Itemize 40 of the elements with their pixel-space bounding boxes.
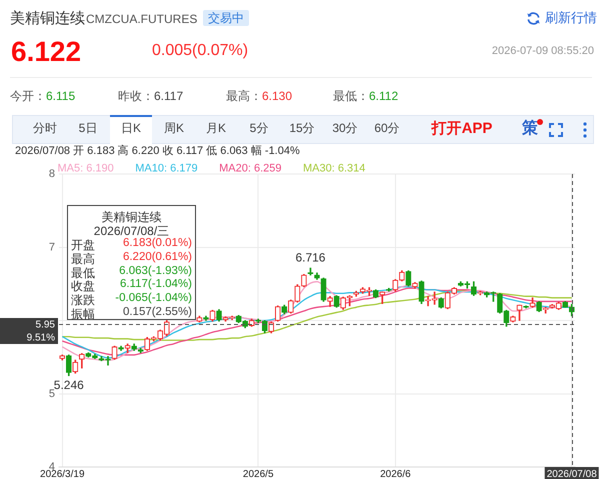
x-tick-label: 2026/6 xyxy=(380,468,412,479)
annotation: 6.716 xyxy=(295,250,326,264)
text: 月K xyxy=(206,121,226,136)
text: 今开：6.115 xyxy=(10,89,76,103)
text: 日K xyxy=(120,121,142,136)
text: 最低：6.112 xyxy=(333,89,398,103)
annotation: 美精铜连续 xyxy=(100,209,162,226)
text: 60分 xyxy=(374,121,400,136)
text: 2026/07/08 开 6.183 高 6.220 收 6.117 低 6.063 幅 -1.04% xyxy=(15,145,300,158)
text: 6.122 xyxy=(11,35,82,69)
x-tick-label: 2026/5 xyxy=(242,468,274,479)
x-tick-label: 2026/3/19 xyxy=(40,468,85,479)
text: MA5: 6.190 xyxy=(58,162,114,175)
y-tick-label: 8 xyxy=(48,168,55,180)
text: 5日 xyxy=(78,121,98,136)
text: 昨收：6.117 xyxy=(118,89,184,103)
text: 30分 xyxy=(332,121,358,136)
text: 最高：6.130 xyxy=(226,89,292,103)
y-tick-label: 5 xyxy=(48,388,55,400)
text: 刷新行情 xyxy=(545,10,597,26)
text: 分时 xyxy=(33,121,57,136)
tooltip-panel: 美精铜连续 2026/07/08/三 开盘 6.183(0.01%) 最高 6.220(0.61%) 最低 6.063(-1.93%) 收盘 6.117(-1.04%) 涨跌 -0.065(-1.04%) 振幅 0.157(2.55%) xyxy=(67,205,196,320)
text: MA10: 6.179 xyxy=(135,162,198,175)
text: 0.005(0.07%) xyxy=(152,41,248,60)
chart-title: 美精铜连续 xyxy=(10,9,85,28)
text: 2026-07-09 08:55:20 xyxy=(492,45,594,58)
ref-line-label: 5.95 9.51% xyxy=(26,319,56,344)
text: 周K xyxy=(164,121,184,136)
chart-subtitle: CMZCUA.FUTURES xyxy=(86,12,198,26)
text: 交易中 xyxy=(203,10,249,26)
y-tick-label: 7 xyxy=(48,241,55,254)
text: 打开APP xyxy=(432,120,492,138)
text: 策 xyxy=(522,119,538,138)
annotation: 5.246 xyxy=(54,378,84,392)
text: 5分 xyxy=(250,121,268,136)
annotation: 2026/07/08/三 xyxy=(92,223,170,238)
text: 15分 xyxy=(289,121,315,136)
text: MA30: 6.314 xyxy=(303,162,366,175)
text: MA20: 6.259 xyxy=(219,162,282,175)
x-tick-label: 2026/07/08 xyxy=(546,468,598,479)
